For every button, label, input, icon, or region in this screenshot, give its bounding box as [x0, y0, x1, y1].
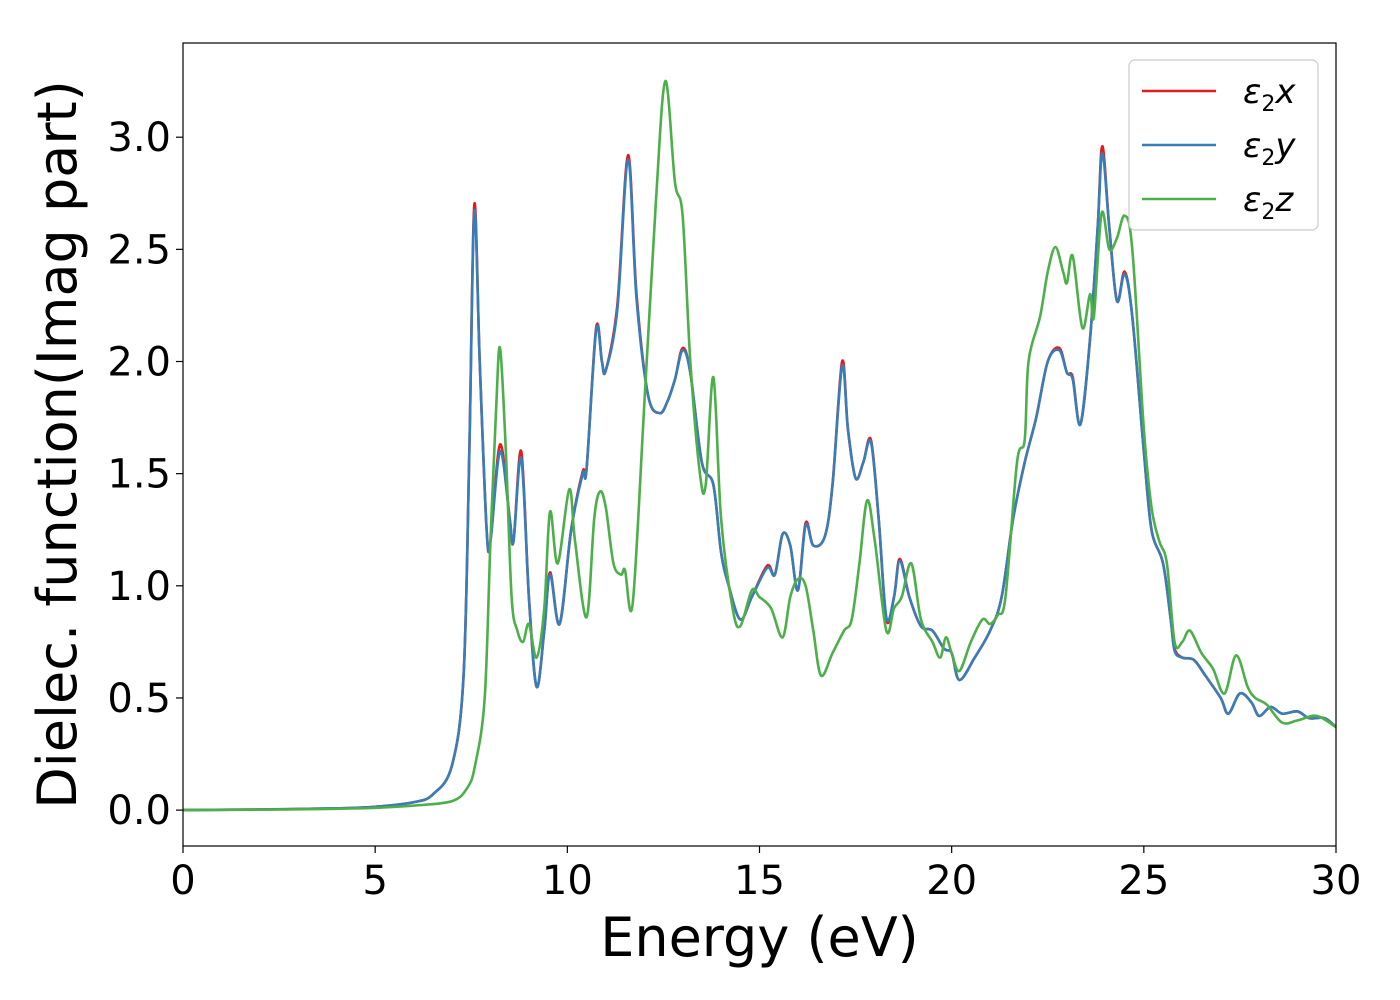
x-axis-label: Energy (eV): [600, 906, 919, 969]
x-tick-label: 30: [1311, 858, 1362, 904]
legend-label-x: ε2x: [1243, 72, 1296, 117]
legend-box: [1128, 59, 1319, 231]
y-axis-label: Dielec. function(Imag part): [26, 80, 89, 809]
y-tick-label: 2.0: [107, 340, 171, 386]
x-tick-label: 15: [734, 858, 785, 904]
series-line-y: [183, 151, 1336, 812]
series-layer: [183, 79, 1336, 812]
y-tick-label: 1.5: [107, 452, 171, 498]
legend-entries: ε2x ε2y ε2z: [1142, 72, 1296, 225]
x-tick-label: 25: [1118, 858, 1169, 904]
y-axis-ticks: 0.0 0.5 1.0 1.5 2.0 2.5 3.0: [107, 115, 183, 834]
y-tick-label: 3.0: [107, 115, 171, 161]
x-tick-label: 10: [542, 858, 593, 904]
x-axis-ticks: 0 5 10 15 20 25 30: [170, 846, 1361, 904]
legend-label-z: ε2z: [1243, 180, 1294, 225]
x-tick-label: 20: [926, 858, 977, 904]
legend-label-y: ε2y: [1243, 126, 1296, 171]
y-tick-label: 2.5: [107, 227, 171, 273]
series-line-z: [183, 79, 1336, 812]
x-tick-label: 5: [362, 858, 387, 904]
series-line-x: [183, 144, 1336, 812]
legend: ε2x ε2y ε2z: [1128, 59, 1319, 231]
y-tick-label: 1.0: [107, 564, 171, 610]
x-tick-label: 0: [170, 858, 195, 904]
y-tick-label: 0.5: [107, 676, 171, 722]
y-tick-label: 0.0: [107, 788, 171, 834]
